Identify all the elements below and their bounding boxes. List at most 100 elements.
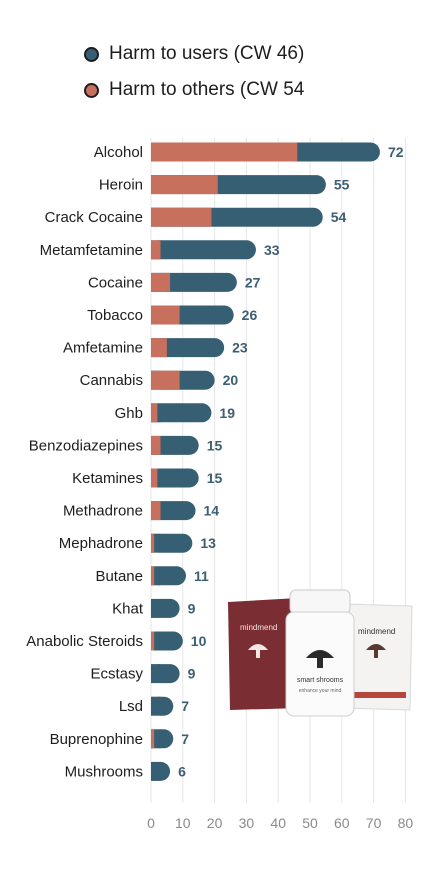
product-pouch-right-logo: [366, 644, 386, 658]
bar-others: [151, 272, 171, 292]
value-label: 55: [334, 177, 350, 193]
category-label: Mephadrone: [59, 535, 143, 552]
product-pouch-left-logo: [248, 644, 268, 658]
bar-others: [151, 501, 161, 521]
product-jar-sublabel: enhance your mind: [299, 688, 342, 694]
value-label: 33: [264, 242, 280, 258]
product-pouch-right-brand: mindmend: [358, 627, 395, 636]
value-label: 7: [181, 698, 189, 714]
category-label: Alcohol: [94, 144, 143, 161]
bar-others: [151, 207, 212, 227]
product-pouch-left: [228, 598, 302, 710]
bar-others: [151, 403, 158, 423]
bar-users: [151, 338, 225, 358]
category-label: Anabolic Steroids: [26, 633, 143, 650]
product-image: mindmend mindmend smart shrooms enhance …: [228, 589, 413, 717]
value-label: 54: [331, 209, 347, 225]
bar-others: [151, 566, 155, 586]
bar-others: [151, 370, 180, 390]
product-pouch-left-brand: mindmend: [240, 623, 277, 632]
x-tick-label: 40: [270, 815, 286, 831]
value-label: 7: [181, 731, 189, 747]
x-tick-label: 20: [207, 815, 223, 831]
bar-others: [151, 729, 155, 749]
value-label: 72: [388, 144, 404, 160]
value-label: 19: [219, 405, 235, 421]
value-label: 9: [188, 666, 196, 682]
bar-others: [151, 305, 180, 325]
bar-users-left-edge: [151, 696, 161, 716]
category-label: Ghb: [115, 405, 143, 422]
bar-users: [151, 240, 256, 260]
value-label: 27: [245, 274, 261, 290]
category-label: Metamfetamine: [40, 242, 143, 259]
value-label: 11: [194, 568, 209, 584]
value-label: 10: [191, 633, 207, 649]
bar-users: [151, 468, 199, 488]
bar-users-left-edge: [151, 729, 161, 749]
value-label: 15: [207, 437, 223, 453]
bar-others: [151, 240, 161, 260]
x-tick-label: 30: [239, 815, 255, 831]
bar-users-left-edge: [151, 761, 161, 781]
value-label: 20: [223, 372, 239, 388]
bar-users: [151, 501, 196, 521]
legend-swatch-users: [84, 46, 99, 62]
bar-others: [151, 142, 298, 162]
category-label: Mushrooms: [65, 763, 143, 780]
bar-users-left-edge: [151, 533, 161, 553]
category-label: Lsd: [119, 698, 143, 715]
category-label: Amfetamine: [63, 340, 143, 357]
product-pouch-right-strip: [348, 692, 406, 698]
bar-users: [151, 403, 212, 423]
bar-users: [151, 272, 237, 292]
x-tick-label: 60: [334, 815, 350, 831]
value-label: 9: [188, 600, 196, 616]
bar-users: [151, 533, 193, 553]
category-label: Methadrone: [63, 503, 143, 520]
value-label: 14: [204, 503, 220, 519]
bar-users-left-edge: [151, 598, 161, 618]
bar-users-left-edge: [151, 566, 161, 586]
bar-others: [151, 533, 155, 553]
x-tick-label: 80: [398, 815, 414, 831]
value-label: 13: [200, 535, 216, 551]
legend: Harm to users (CW 46) Harm to others (CW…: [84, 36, 304, 108]
category-label: Cocaine: [88, 274, 143, 291]
category-label: Crack Cocaine: [45, 209, 143, 226]
x-tick-label: 0: [147, 815, 155, 831]
bar-users-left-edge: [151, 631, 161, 651]
category-label: Heroin: [99, 177, 143, 194]
legend-item-others: Harm to others (CW 54: [84, 72, 304, 108]
category-label: Khat: [112, 600, 144, 617]
category-label: Ecstasy: [90, 666, 143, 683]
bar-others: [151, 175, 218, 195]
bar-users: [151, 435, 199, 455]
bar-users-left-edge: [151, 664, 161, 684]
legend-label-users: Harm to users (CW 46): [109, 43, 305, 64]
category-label: Benzodiazepines: [29, 437, 143, 454]
x-tick-label: 50: [302, 815, 318, 831]
legend-label-others: Harm to others (CW 54: [109, 79, 305, 100]
legend-swatch-others: [84, 82, 99, 98]
bar-others: [151, 631, 155, 651]
product-jar-logo: [306, 650, 334, 668]
category-label: Ketamines: [72, 470, 143, 487]
value-label: 26: [242, 307, 258, 323]
x-tick-label: 70: [366, 815, 382, 831]
bar-others: [151, 435, 161, 455]
value-label: 23: [232, 340, 248, 356]
product-jar-lid: [289, 589, 351, 615]
bar-others: [151, 468, 158, 488]
category-label: Butane: [95, 568, 143, 585]
legend-item-users: Harm to users (CW 46): [84, 36, 304, 72]
category-label: Buprenophine: [50, 731, 143, 748]
category-label: Cannabis: [80, 372, 143, 389]
category-label: Tobacco: [87, 307, 143, 324]
value-label: 15: [207, 470, 223, 486]
x-tick-label: 10: [175, 815, 191, 831]
bar-others: [151, 338, 167, 358]
product-jar-label: smart shrooms: [297, 677, 344, 684]
value-label: 6: [178, 763, 186, 779]
